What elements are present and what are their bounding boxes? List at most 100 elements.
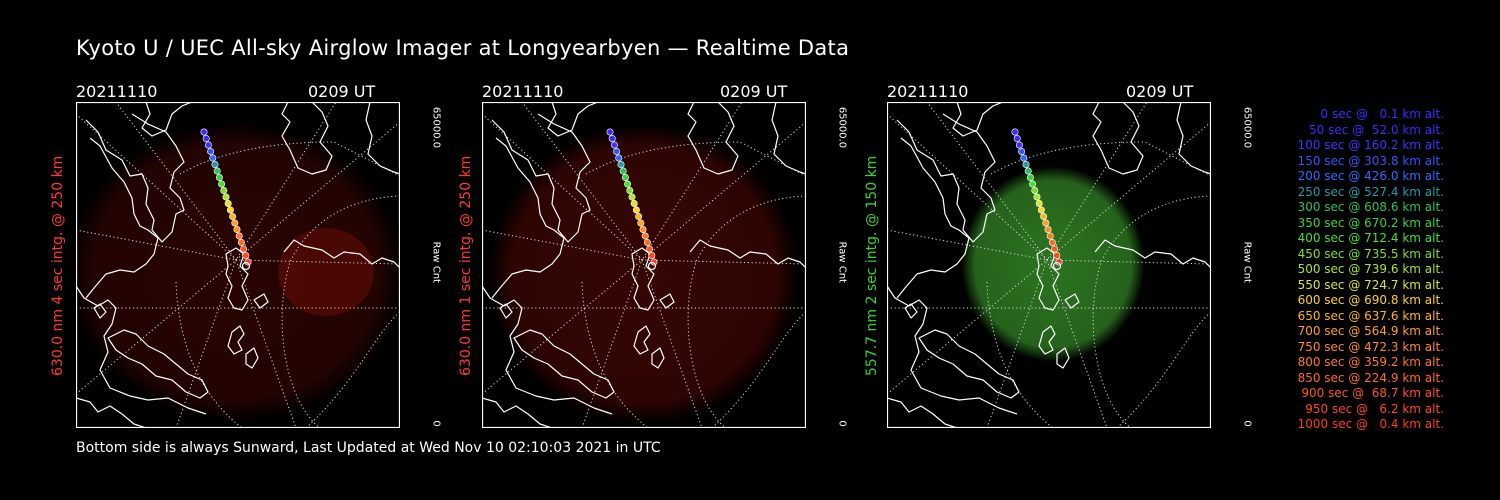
- trajectory-point: [613, 147, 621, 155]
- geo-grid-line: [887, 259, 1048, 395]
- coastline: [896, 137, 970, 299]
- geo-grid-line: [305, 311, 400, 428]
- wavelength-label: 630.0 nm 1 sec intg. @ 250 km: [458, 155, 474, 376]
- trajectory-point: [218, 180, 226, 188]
- legend-row: 650 sec @ 637.6 km alt.: [1297, 308, 1444, 323]
- coastline: [1176, 102, 1211, 175]
- geo-grid-line: [641, 102, 806, 261]
- geo-grid-line: [581, 281, 649, 428]
- legend-row: 500 sec @ 739.6 km alt.: [1297, 262, 1444, 276]
- coastline: [1056, 347, 1070, 369]
- panel-time: 0209 UT: [1126, 82, 1194, 101]
- wavelength-label: 630.0 nm 4 sec intg. @ 250 km: [50, 155, 66, 376]
- trajectory-point: [646, 245, 654, 253]
- trajectory-point: [1011, 128, 1019, 136]
- panel-time: 0209 UT: [308, 82, 376, 101]
- trajectory-point: [1037, 206, 1045, 214]
- trajectory-point: [220, 187, 228, 195]
- trajectory-point: [231, 219, 239, 227]
- trajectory-point: [224, 200, 232, 208]
- airglow-image-630nm-4s: [76, 102, 400, 428]
- footer-note: Bottom side is always Sunward, Last Upda…: [76, 440, 661, 456]
- trajectory-point: [650, 258, 658, 266]
- colorbar: [820, 103, 832, 428]
- coastline: [85, 113, 185, 243]
- colorbar-max: 65000.0: [836, 106, 848, 149]
- coastline: [76, 397, 147, 428]
- coastline: [93, 303, 107, 319]
- trajectory-point: [1055, 258, 1063, 266]
- coastline: [227, 325, 245, 355]
- legend-row: 800 sec @ 359.2 km alt.: [1297, 355, 1444, 369]
- trajectory-point: [215, 174, 223, 182]
- trajectory-point: [1013, 134, 1021, 142]
- trajectory-point: [222, 193, 230, 201]
- trajectory-legend: 0 sec @ 0.1 km alt. 50 sec @ 52.0 km alt…: [1248, 107, 1444, 433]
- coastline: [633, 325, 651, 355]
- geo-grid-line: [990, 141, 1211, 177]
- trajectory-point: [204, 141, 212, 149]
- trajectory-point: [1053, 252, 1061, 260]
- coastline: [896, 113, 996, 243]
- legend-row: 450 sec @ 735.5 km alt.: [1297, 246, 1444, 261]
- coastline: [1094, 239, 1211, 269]
- geo-grid-line: [687, 195, 806, 428]
- colorbar-title: Raw Cnt: [430, 241, 442, 283]
- coastline: [85, 137, 159, 299]
- observation-site-marker: [647, 261, 657, 271]
- geo-grid-line: [482, 259, 643, 395]
- trajectory-point: [237, 239, 245, 247]
- trajectory-point: [202, 134, 210, 142]
- trajectory-point: [1048, 239, 1056, 247]
- geo-grid-line: [986, 281, 1054, 428]
- trajectory-point: [630, 200, 638, 208]
- trajectory-point: [637, 219, 645, 227]
- trajectory-point: [1031, 187, 1039, 195]
- trajectory-point: [1015, 141, 1023, 149]
- legend-row: 1000 sec @ 0.4 km alt.: [1297, 417, 1444, 431]
- airglow-emission: [961, 166, 1145, 362]
- geo-grid-line: [76, 229, 237, 261]
- coastline: [887, 285, 1018, 415]
- coastline: [491, 137, 565, 299]
- geo-grid-line: [76, 259, 237, 395]
- trajectory-point: [1026, 174, 1034, 182]
- trajectory-point: [1022, 160, 1030, 168]
- panel-frame: [887, 102, 1211, 428]
- coastline: [245, 347, 259, 369]
- panel-date: 20211110: [482, 82, 564, 101]
- coastline: [513, 329, 615, 399]
- trajectory-point: [639, 226, 647, 234]
- legend-row: 550 sec @ 724.7 km alt.: [1297, 277, 1444, 292]
- trajectory-point: [200, 128, 208, 136]
- coastline: [141, 102, 193, 137]
- trajectory-point: [229, 213, 237, 221]
- trajectory-point: [233, 226, 241, 234]
- legend-row: 700 sec @ 564.9 km alt.: [1297, 324, 1444, 338]
- coastline: [107, 329, 209, 399]
- trajectory-point: [213, 167, 221, 175]
- coastline: [76, 285, 207, 415]
- legend-row: 100 sec @ 160.2 km alt.: [1297, 138, 1444, 152]
- trajectory-point: [628, 193, 636, 201]
- geo-grid-line: [281, 195, 400, 428]
- trajectory-point: [608, 134, 616, 142]
- legend-row: 850 sec @ 224.9 km alt.: [1297, 370, 1444, 385]
- coastline: [1092, 102, 1144, 175]
- panel-frame: [76, 102, 400, 428]
- trajectory-point: [619, 167, 627, 175]
- coastline: [1038, 325, 1056, 355]
- colorbar: [1225, 103, 1237, 428]
- coastline: [651, 347, 665, 369]
- trajectory-point: [240, 245, 248, 253]
- wavelength-label: 557.7 nm 2 sec intg. @ 150 km: [864, 155, 880, 376]
- colorbar-max: 65000.0: [430, 106, 442, 149]
- legend-row: 350 sec @ 670.2 km alt.: [1297, 215, 1444, 230]
- geo-grid-line: [585, 141, 806, 177]
- observation-site-marker: [241, 261, 251, 271]
- airglow-emission: [489, 124, 799, 424]
- trajectory-point: [626, 187, 634, 195]
- panel-frame: [482, 102, 806, 428]
- panel-time: 0209 UT: [720, 82, 788, 101]
- legend-row: 0 sec @ 0.1 km alt.: [1320, 107, 1445, 121]
